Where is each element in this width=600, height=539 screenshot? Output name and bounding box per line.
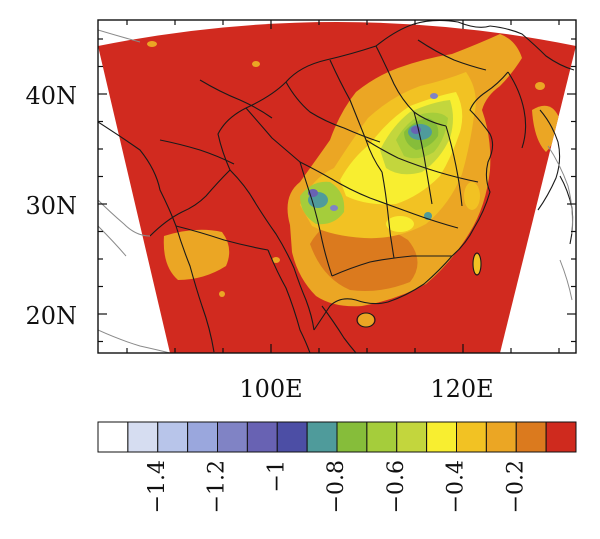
field-speckle bbox=[147, 41, 157, 47]
map-frame bbox=[97, 19, 577, 354]
field-speckle bbox=[272, 257, 280, 263]
colorbar-swatch bbox=[127, 421, 159, 453]
colorbar-swatch bbox=[276, 421, 308, 453]
field-central-yellow bbox=[386, 216, 414, 232]
colorbar-swatch bbox=[187, 421, 218, 453]
colorbar bbox=[97, 421, 577, 453]
colorbar-swatch bbox=[217, 421, 248, 453]
colorbar-labels: −1.4 −1.2 −1 −0.8 −0.6 −0.4 −0.2 bbox=[145, 460, 529, 513]
colorbar-tick-label: −0.8 bbox=[324, 460, 349, 513]
colorbar-swatch bbox=[97, 421, 129, 453]
colorbar-swatch bbox=[336, 421, 368, 453]
field-orange-southwest bbox=[163, 229, 230, 280]
colorbar-tick-label: −1.2 bbox=[205, 460, 230, 513]
colorbar-swatch bbox=[456, 421, 487, 453]
field-yangtze-yellow bbox=[464, 182, 480, 210]
outer-boundary-lines bbox=[98, 29, 573, 353]
field-hainan bbox=[358, 313, 374, 327]
colorbar-swatch bbox=[545, 421, 577, 453]
colorbar-tick-label: −0.6 bbox=[384, 460, 409, 513]
field-speckle bbox=[535, 82, 545, 90]
field-speckle bbox=[219, 291, 225, 297]
colorbar-swatch bbox=[515, 421, 547, 453]
lon-label-100e: 100E bbox=[239, 375, 302, 403]
field-sichuan-blue-2 bbox=[330, 205, 338, 211]
colorbar-swatch bbox=[366, 421, 398, 453]
colorbar-tick-label: −1 bbox=[264, 460, 289, 492]
colorbar-swatch bbox=[306, 421, 338, 453]
lat-label-20n: 20N bbox=[25, 302, 77, 330]
field-blue-north-2 bbox=[430, 93, 438, 99]
colorbar-swatch bbox=[157, 421, 189, 453]
boundary-lines bbox=[98, 20, 575, 353]
colorbar-tick-label: −0.2 bbox=[503, 460, 528, 513]
colorbar-swatch bbox=[246, 421, 278, 453]
colorbar-swatch bbox=[396, 421, 428, 453]
field-speckle bbox=[252, 61, 260, 67]
colorbar-swatch bbox=[485, 421, 517, 453]
lon-label-120e: 120E bbox=[430, 375, 493, 403]
axis-ticks bbox=[98, 20, 576, 353]
colorbar-tick-label: −0.4 bbox=[444, 460, 469, 513]
colorbar-swatch bbox=[426, 421, 457, 453]
lat-label-30n: 30N bbox=[25, 192, 77, 220]
lat-label-40n: 40N bbox=[25, 82, 77, 110]
field-taiwan bbox=[473, 254, 481, 274]
colorbar-tick-label: −1.4 bbox=[145, 460, 170, 513]
